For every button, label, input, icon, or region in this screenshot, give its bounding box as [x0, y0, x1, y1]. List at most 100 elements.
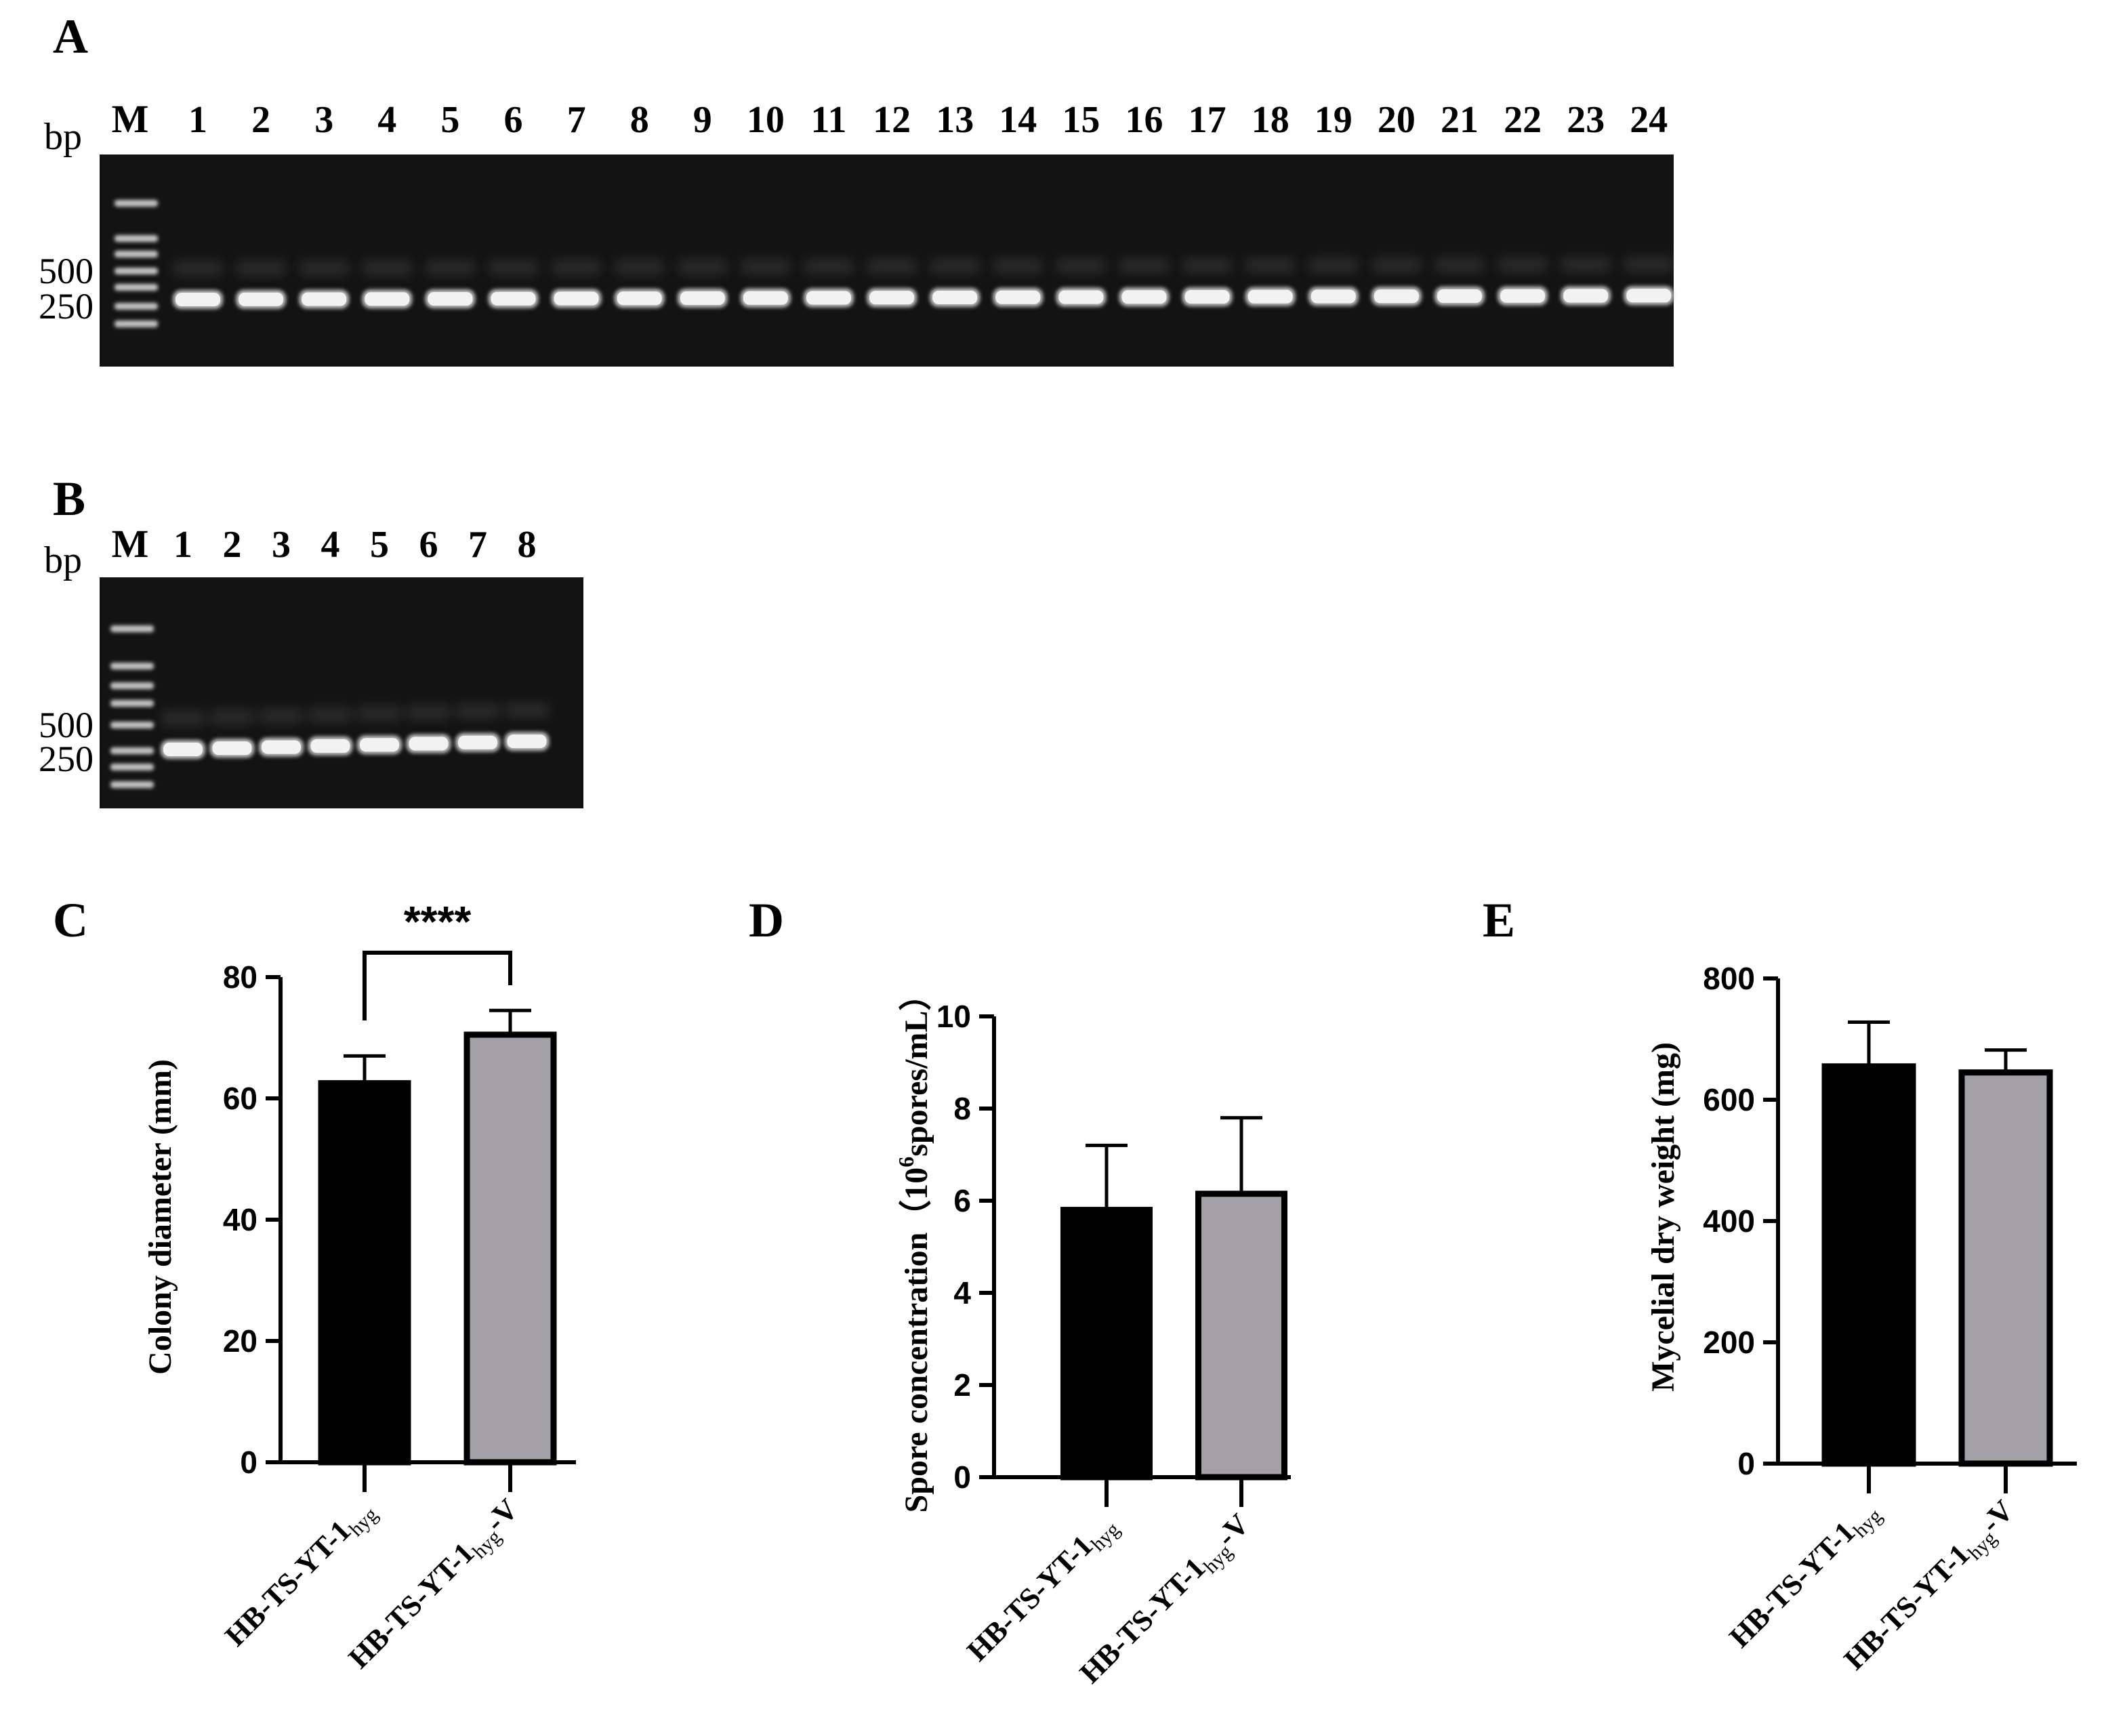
lane-label: 1	[173, 524, 192, 566]
lane-haze	[455, 703, 500, 720]
lane-haze	[425, 260, 476, 276]
panel-label-e: E	[1483, 893, 1515, 947]
lane-band	[239, 292, 284, 306]
lane-haze	[504, 702, 550, 719]
lane-band	[163, 743, 203, 756]
lane-band	[617, 291, 662, 306]
x-tick-label: HB-TS-YT-1hyg	[219, 1492, 382, 1655]
lane-haze	[993, 257, 1044, 274]
marker-band	[115, 284, 158, 291]
chart-d: 0246810HB-TS-YT-1hygHB-TS-YT-1hyg-VSpore…	[894, 978, 1291, 1690]
marker-band	[115, 268, 158, 274]
gel-a: bp M 500 250 1 2 3 4 5 6 7 8 9 10 11 12 13 14 15 16 17 18…	[39, 97, 1674, 367]
y-tick-label: 4	[953, 1275, 971, 1310]
lane-band	[507, 735, 547, 749]
lane-band	[302, 292, 347, 306]
lane-label: 2	[251, 99, 270, 141]
lane-label: 3	[272, 524, 291, 566]
y-tick-label: 8	[953, 1091, 971, 1126]
gel-a-marker-label: M	[112, 97, 149, 141]
lane-haze	[677, 259, 728, 275]
y-tick-label: 60	[223, 1081, 257, 1116]
marker-band	[110, 722, 154, 728]
lane-label: 21	[1441, 99, 1479, 141]
lane-haze	[259, 707, 304, 724]
marker-band	[115, 303, 158, 310]
y-axis-label: Colony diameter (mm)	[142, 1059, 178, 1375]
lane-haze	[236, 260, 287, 276]
lane-band	[680, 291, 725, 305]
lane-label: 3	[314, 99, 333, 141]
y-tick-label: 2	[953, 1367, 971, 1403]
gel-b-size-250: 250	[39, 739, 94, 779]
lane-label: 2	[223, 524, 242, 566]
lane-haze	[161, 710, 205, 726]
lane-label: 24	[1630, 99, 1668, 141]
lane-haze	[1561, 256, 1611, 273]
lane-label: 17	[1189, 99, 1226, 141]
lane-haze	[1245, 257, 1296, 274]
lane-label: 4	[321, 524, 340, 566]
lane-band	[212, 741, 252, 756]
lane-haze	[551, 259, 602, 276]
lane-haze	[406, 704, 451, 721]
lane-haze	[1371, 257, 1422, 274]
lane-band	[262, 740, 301, 754]
marker-band	[115, 235, 158, 242]
lane-band	[1626, 289, 1672, 303]
lane-haze	[488, 259, 539, 276]
gel-b-image	[100, 577, 583, 808]
lane-haze	[1498, 256, 1548, 273]
gel-a-bp-label: bp	[44, 116, 82, 158]
bar	[1958, 1069, 2053, 1467]
panel-label-d: D	[749, 893, 784, 947]
lane-band	[869, 291, 915, 305]
lane-haze	[357, 705, 402, 722]
lane-band	[1563, 289, 1609, 303]
lane-band	[1058, 290, 1104, 304]
lane-band	[310, 739, 350, 753]
lane-band	[1247, 289, 1293, 304]
lane-band	[743, 291, 788, 305]
lane-band	[1500, 289, 1546, 303]
gel-b-size-500: 500	[39, 705, 94, 745]
lane-label: 6	[419, 524, 438, 566]
y-axis-label: Mycelial dry weight (mg)	[1645, 1042, 1681, 1392]
gel-a-size-500: 500	[39, 251, 94, 291]
lane-haze	[1182, 257, 1233, 274]
lane-label: 19	[1315, 99, 1352, 141]
lane-label: 10	[747, 99, 785, 141]
bar	[1195, 1191, 1287, 1481]
gel-b-marker-label: M	[112, 522, 149, 566]
y-tick-label: 0	[1737, 1446, 1755, 1481]
lane-band	[428, 292, 473, 306]
panel-label-c: C	[53, 893, 88, 947]
bar	[463, 1031, 557, 1466]
lane-label: 22	[1504, 99, 1542, 141]
y-tick-label: 10	[936, 999, 971, 1034]
lane-haze	[804, 258, 854, 275]
lane-band	[932, 291, 978, 304]
y-axis-label: Spore concentration（106spores/mL）	[894, 978, 934, 1513]
lane-label: 23	[1567, 99, 1605, 141]
y-tick-label: 80	[223, 959, 257, 995]
lane-haze	[614, 259, 665, 276]
lane-label: 20	[1378, 99, 1416, 141]
marker-band	[115, 321, 158, 327]
y-tick-label: 20	[223, 1323, 257, 1359]
marker-band	[110, 781, 154, 788]
lane-haze	[867, 258, 917, 275]
lane-band	[554, 291, 599, 306]
bar	[1060, 1207, 1153, 1481]
gel-a-size-250: 250	[39, 286, 94, 327]
panel-label-b: B	[53, 472, 85, 526]
lane-haze	[308, 706, 353, 723]
lane-band	[365, 292, 410, 306]
lane-band	[1310, 289, 1356, 304]
panel-label-a: A	[53, 9, 88, 64]
lane-label: 8	[630, 99, 649, 141]
lane-haze	[1056, 257, 1107, 274]
y-tick-label: 200	[1703, 1325, 1755, 1360]
